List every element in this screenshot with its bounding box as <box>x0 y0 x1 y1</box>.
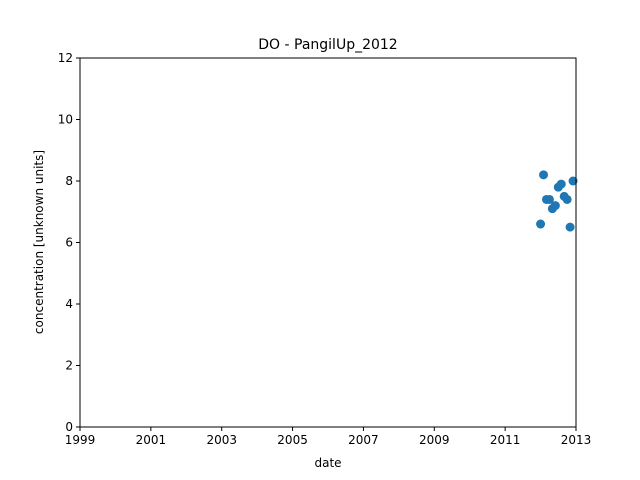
x-tick-label: 2009 <box>419 433 450 447</box>
y-tick-label: 6 <box>65 236 73 250</box>
chart-title: DO - PangilUp_2012 <box>258 37 397 53</box>
y-tick-label: 2 <box>65 359 73 373</box>
data-point <box>565 222 575 232</box>
data-point <box>544 194 554 204</box>
data-point <box>539 170 549 180</box>
y-tick-label: 8 <box>65 174 73 188</box>
data-point <box>550 201 560 211</box>
y-tick-label: 12 <box>58 51 73 65</box>
x-tick-label: 1999 <box>65 433 96 447</box>
x-tick-label: 2001 <box>136 433 167 447</box>
data-points <box>536 170 578 232</box>
x-axis-label: date <box>314 456 341 470</box>
plot-area-frame <box>79 57 577 428</box>
x-tick-label: 2005 <box>277 433 308 447</box>
data-point <box>562 194 572 204</box>
data-point <box>556 179 566 189</box>
y-tick-label: 0 <box>65 420 73 434</box>
y-axis-label: concentration [unknown units] <box>32 150 46 334</box>
x-axis: 1999 2001 2003 2005 2007 2009 2011 2013 <box>65 427 592 447</box>
data-point <box>568 176 578 186</box>
x-tick-label: 2003 <box>206 433 237 447</box>
x-tick-label: 2013 <box>561 433 592 447</box>
y-axis: 0 2 4 6 8 10 12 <box>58 51 80 434</box>
x-tick-label: 2007 <box>348 433 379 447</box>
y-tick-label: 4 <box>65 297 73 311</box>
data-point <box>536 219 546 229</box>
x-tick-label: 2011 <box>490 433 521 447</box>
y-tick-label: 10 <box>58 113 73 127</box>
